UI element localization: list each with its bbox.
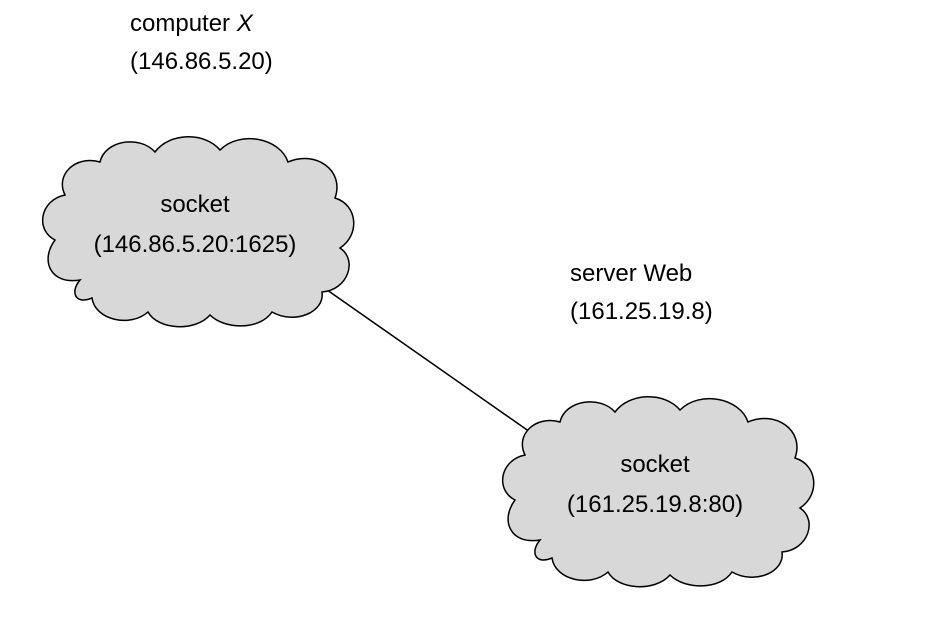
server-cloud-text: socket (161.25.19.8:80) bbox=[490, 380, 820, 590]
computer-label-block: computer X (146.86.5.20) bbox=[130, 10, 273, 76]
computer-ip: (146.86.5.20) bbox=[130, 48, 273, 76]
server-ip: (161.25.19.8) bbox=[570, 298, 713, 326]
computer-socket-address: (146.86.5.20:1625) bbox=[94, 231, 297, 259]
computer-title-italic: X bbox=[237, 10, 253, 37]
server-socket-label: socket bbox=[620, 451, 689, 479]
computer-cloud-text: socket (146.86.5.20:1625) bbox=[30, 120, 360, 330]
computer-socket-label: socket bbox=[160, 191, 229, 219]
server-socket-address: (161.25.19.8:80) bbox=[567, 491, 743, 519]
server-cloud: socket (161.25.19.8:80) bbox=[490, 380, 820, 590]
server-label-block: server Web (161.25.19.8) bbox=[570, 260, 713, 326]
computer-title-prefix: computer bbox=[130, 10, 237, 37]
server-title: server Web bbox=[570, 260, 713, 288]
computer-cloud: socket (146.86.5.20:1625) bbox=[30, 120, 360, 330]
computer-title: computer X bbox=[130, 10, 273, 38]
